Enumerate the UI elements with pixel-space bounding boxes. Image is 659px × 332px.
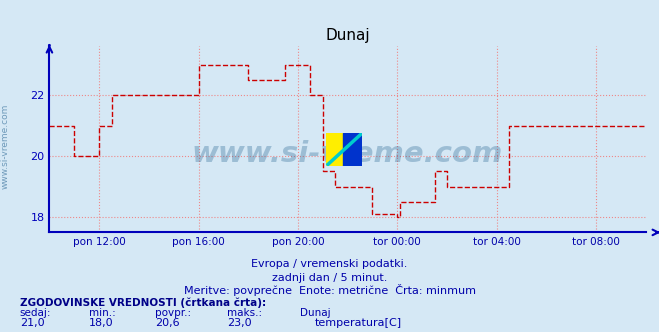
Title: Dunaj: Dunaj: [326, 28, 370, 42]
Text: www.si-vreme.com: www.si-vreme.com: [192, 140, 503, 168]
Text: Evropa / vremenski podatki.: Evropa / vremenski podatki.: [251, 259, 408, 269]
Text: zadnji dan / 5 minut.: zadnji dan / 5 minut.: [272, 273, 387, 283]
Text: Dunaj: Dunaj: [300, 308, 330, 318]
Text: 20,6: 20,6: [155, 318, 179, 328]
Text: povpr.:: povpr.:: [155, 308, 191, 318]
Text: sedaj:: sedaj:: [20, 308, 51, 318]
Text: 21,0: 21,0: [20, 318, 44, 328]
Text: www.si-vreme.com: www.si-vreme.com: [1, 103, 10, 189]
Text: min.:: min.:: [89, 308, 116, 318]
Text: Meritve: povprečne  Enote: metrične  Črta: minmum: Meritve: povprečne Enote: metrične Črta:…: [183, 284, 476, 296]
Text: 23,0: 23,0: [227, 318, 252, 328]
Text: 18,0: 18,0: [89, 318, 113, 328]
Bar: [326, 133, 346, 166]
Text: maks.:: maks.:: [227, 308, 262, 318]
Text: ZGODOVINSKE VREDNOSTI (črtkana črta):: ZGODOVINSKE VREDNOSTI (črtkana črta):: [20, 297, 266, 308]
Text: temperatura[C]: temperatura[C]: [314, 318, 401, 328]
Polygon shape: [343, 133, 362, 166]
